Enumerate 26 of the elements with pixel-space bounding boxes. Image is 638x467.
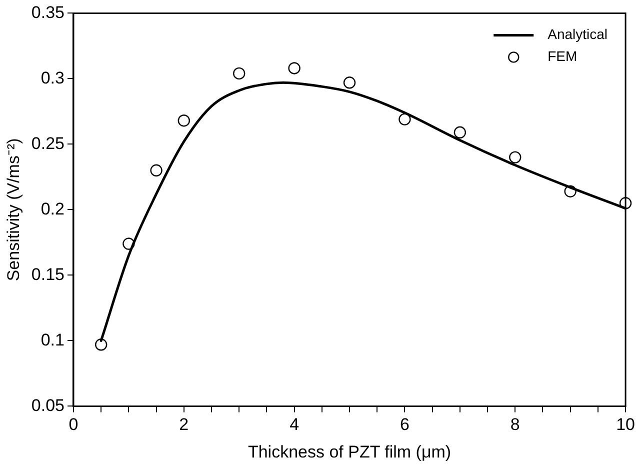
y-tick-label: 0.1 [40, 330, 64, 350]
point [233, 67, 246, 80]
point [288, 62, 300, 74]
legend-label: Analytical [548, 26, 608, 42]
x-tick-label: 8 [510, 415, 520, 434]
x-tick-label: 10 [616, 415, 636, 434]
point [454, 126, 466, 139]
y-axis-title: Sensitivity (V/ms⁻²) [4, 138, 23, 282]
y-tick-label: 0.05 [31, 396, 64, 415]
x-tick-label: 0 [68, 415, 78, 434]
point [343, 76, 356, 89]
point [150, 164, 162, 176]
y-tick-label: 0.15 [31, 264, 64, 284]
point [398, 113, 411, 126]
x-tick-label: 6 [400, 415, 410, 434]
point [178, 114, 190, 127]
y-tick-label: 0.25 [31, 134, 64, 153]
y-tick-label: 0.2 [40, 199, 64, 218]
point [94, 338, 108, 351]
x-tick-label: 4 [290, 415, 300, 434]
legend-label: FEM [548, 48, 578, 64]
point [509, 151, 522, 164]
y-tick-label: 0.3 [40, 68, 64, 88]
y-tick-label: 0.35 [31, 2, 64, 22]
x-tick-label: 2 [179, 415, 189, 434]
x-axis-title: Thickness of PZT film (μm) [248, 442, 452, 462]
